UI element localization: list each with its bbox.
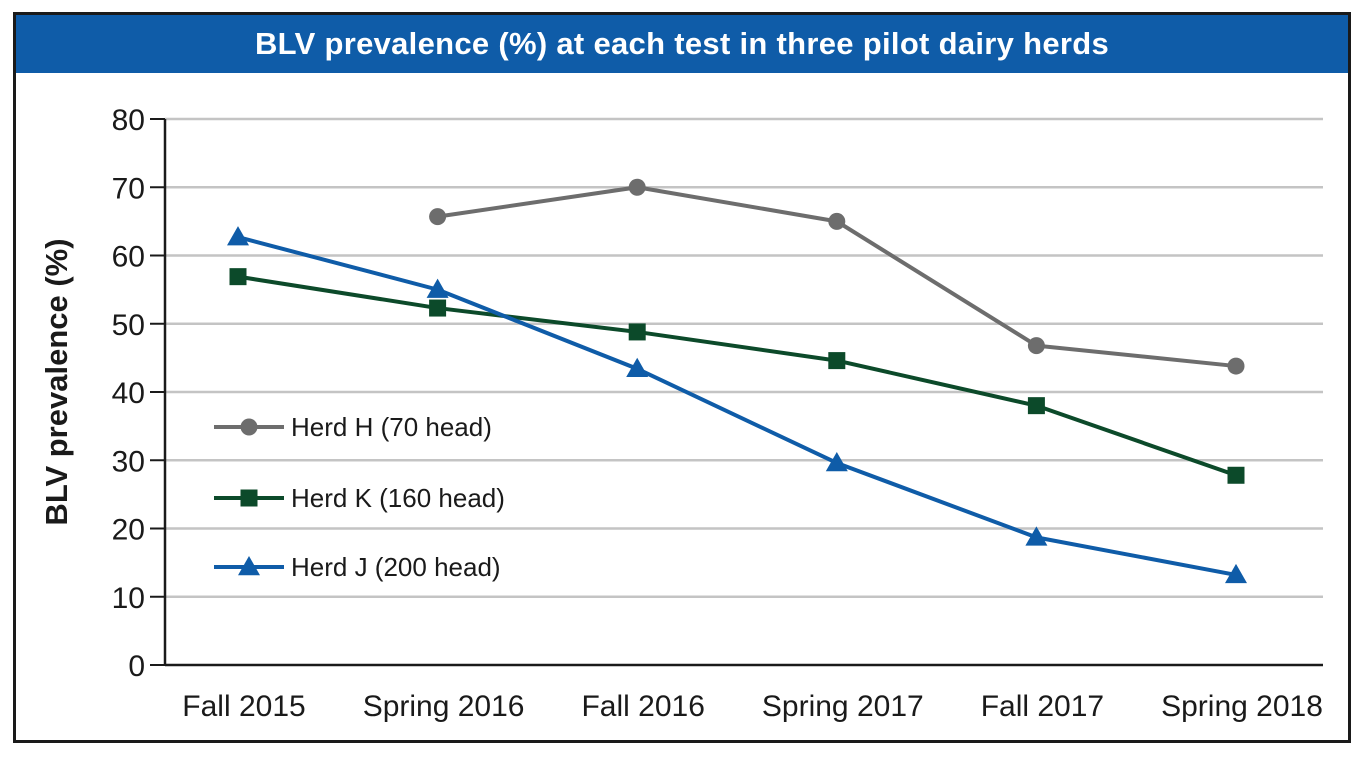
data-point [828,212,846,230]
x-tick-labels: Fall 2015 Spring 2016 Fall 2016 Spring 2017… [182,690,1323,723]
legend-item-1: Herd K (160 head) [214,483,505,513]
title-bar: BLV prevalence (%) at each test in three… [16,15,1348,73]
data-point [429,299,447,317]
legend-marker [240,418,258,436]
x-tick-label: Fall 2015 [182,690,305,723]
y-tick-label: 0 [128,650,145,683]
series-line-2 [237,235,1237,577]
series-2 [227,226,1247,584]
data-point [1027,397,1045,415]
y-tick-label: 60 [112,241,145,274]
y-tick-label: 20 [112,514,145,547]
data-point [1225,563,1247,584]
y-tick-label: 50 [112,309,145,342]
x-tick-label: Fall 2017 [981,690,1104,723]
data-point [429,208,447,226]
legend-label: Herd K (160 head) [291,483,505,513]
y-tick-label: 70 [112,172,145,205]
y-tick-label: 40 [112,377,145,410]
data-point [628,178,646,196]
data-point [828,352,846,370]
series-0 [429,178,1245,375]
grid-lines [165,117,1323,598]
chart-frame: BLV prevalence (%) at each test in three… [13,12,1351,743]
legend-marker [240,489,258,507]
data-point [1025,526,1048,546]
series-line-1 [237,274,1237,478]
data-point [1227,357,1245,375]
y-axis-label: BLV prevalence (%) [39,238,74,525]
data-point [229,268,247,286]
x-tick-label: Spring 2016 [363,690,525,723]
data-point [426,278,449,298]
y-tick-label: 80 [112,104,145,137]
x-tick-label: Spring 2017 [762,690,924,723]
axes [150,118,1323,667]
legend-item-2: Herd J (200 head) [214,552,501,582]
x-tick-label: Fall 2016 [581,690,704,723]
data-point [628,323,646,341]
y-tick-labels: 0 10 20 30 40 50 60 70 80 [112,104,145,683]
data-point [1027,337,1045,355]
y-tick-label: 30 [112,445,145,478]
data-point [825,451,848,472]
legend-item-0: Herd H (70 head) [214,412,492,442]
series-group [227,178,1247,584]
legend: Herd H (70 head) Herd K (160 head) Herd J … [214,412,505,582]
legend-marker [238,556,260,576]
y-tick-label: 10 [112,582,145,615]
x-tick-label: Spring 2018 [1161,690,1323,723]
data-point [227,226,249,246]
data-point [626,357,649,378]
data-point [1227,466,1245,484]
series-1 [229,268,1245,484]
chart-title: BLV prevalence (%) at each test in three… [254,26,1110,61]
legend-label: Herd J (200 head) [291,552,501,582]
legend-label: Herd H (70 head) [291,412,492,442]
